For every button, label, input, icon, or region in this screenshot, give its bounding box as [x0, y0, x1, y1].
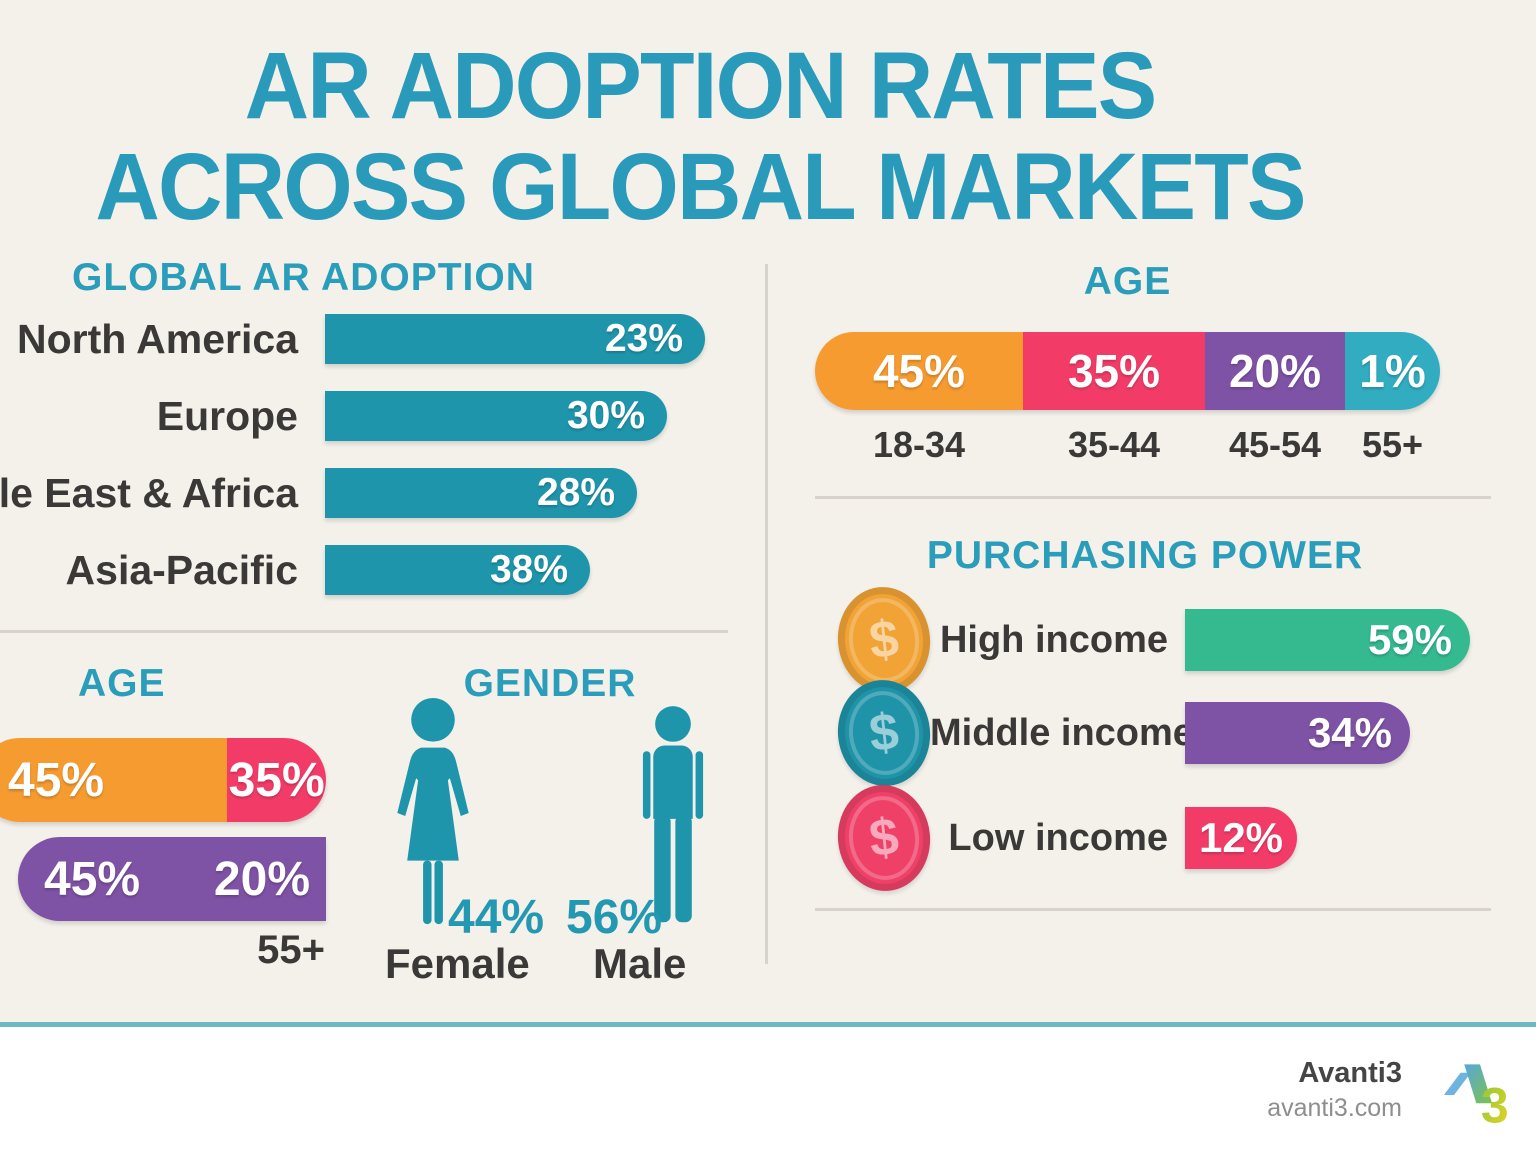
income-bar: 59% [1185, 609, 1470, 671]
age-bottom-value: 20% [213, 852, 310, 906]
region-value: 23% [604, 317, 683, 360]
income-label: High income [939, 618, 1168, 661]
age-segment-35-44: 35% [1023, 332, 1205, 410]
age-segment-value: 1% [1359, 345, 1426, 397]
region-value: 28% [536, 471, 615, 514]
female-icon [397, 697, 469, 925]
male-percentage: 56% [566, 891, 663, 944]
age-segment-value: 20% [1228, 345, 1322, 397]
age-bottom-value: 45% [8, 753, 105, 807]
age-bottom-segment: 35% [227, 738, 326, 822]
region-value: 38% [489, 548, 568, 591]
age-range-label: 55+ [1361, 424, 1424, 465]
income-value: 34% [1307, 709, 1392, 756]
global-adoption-header: GLOBAL AR ADOPTION [72, 256, 535, 299]
page-title-line1: AR ADOPTION RATES [244, 33, 1158, 139]
income-bar: 12% [1185, 807, 1297, 869]
region-bar: 38% [325, 545, 590, 595]
female-percentage: 44% [448, 891, 545, 944]
male-icon [642, 706, 704, 923]
divider-right-lower [815, 908, 1491, 911]
age-header: AGE [1083, 260, 1172, 303]
page-title: AR ADOPTION RATES ACROSS GLOBAL MARKETS [42, 36, 1358, 237]
age-bottom-value: 45% [44, 852, 141, 906]
region-value: 30% [566, 394, 645, 437]
income-value: 12% [1198, 814, 1284, 861]
region-label: Middle East & Africa [0, 469, 298, 516]
age-bottom-value: 35% [228, 753, 325, 807]
purchasing-power-header: PURCHASING POWER [926, 534, 1364, 577]
region-label: Asia-Pacific [65, 546, 298, 593]
svg-text:3: 3 [1481, 1078, 1509, 1132]
gender-header: GENDER [463, 662, 637, 705]
region-label: North America [17, 315, 298, 362]
brand-block: Avanti3 avanti3.com [1267, 1054, 1402, 1124]
male-label: Male [593, 940, 687, 987]
divider-vertical [765, 264, 768, 964]
age-bottom-bar-row2: 45% 20% [18, 837, 326, 921]
region-label: Europe [156, 392, 298, 439]
region-bar: 23% [325, 314, 705, 364]
income-value: 59% [1367, 616, 1452, 663]
age-bottom-bar-row1: 45% 35% [0, 738, 326, 822]
age-segment-45-54: 20% [1205, 332, 1345, 410]
brand-url: avanti3.com [1267, 1094, 1402, 1122]
footer-rule [0, 1022, 1536, 1027]
dollar-coin-icon: $ [832, 675, 936, 791]
region-bar: 30% [325, 391, 667, 441]
dollar-sign: $ [866, 702, 902, 764]
age-segment-value: 45% [872, 345, 966, 397]
dollar-sign: $ [866, 807, 902, 869]
age-range-label: 18-34 [872, 424, 966, 465]
age-range-label: 35-44 [1067, 424, 1161, 465]
income-label: Middle income [930, 711, 1194, 754]
brand-name: Avanti3 [1298, 1057, 1402, 1089]
dollar-coin-icon: $ [832, 780, 936, 896]
age-bottom-footnote: 55+ [257, 928, 325, 972]
age-segment-55plus: 1% [1345, 332, 1440, 410]
table-row: Europe 30% [0, 391, 760, 441]
age-segment-18-34: 45% [815, 332, 1023, 410]
female-label: Female [385, 940, 530, 987]
age-segment-value: 35% [1067, 345, 1161, 397]
footer [0, 1027, 1536, 1154]
table-row: Asia-Pacific 38% [0, 545, 760, 595]
table-row: Middle East & Africa 28% [0, 468, 760, 518]
age-stacked-bar: 45% 35% 20% 1% [815, 332, 1440, 410]
region-bar: 28% [325, 468, 637, 518]
income-label: Low income [948, 816, 1168, 859]
purchasing-row-low: $ Low income 12% [832, 780, 1297, 896]
table-row: North America 23% [0, 314, 760, 364]
age-range-label: 45-54 [1228, 424, 1322, 465]
age-range-labels: 18-34 35-44 45-54 55+ [815, 424, 1440, 466]
divider-left-horizontal [0, 630, 728, 633]
age-bottom-segment: 45% [0, 738, 228, 822]
avanti3-logo-icon: 3 [1443, 1064, 1509, 1132]
purchasing-row-high: $ High income 59% [832, 582, 1470, 698]
global-adoption-chart: North America 23% Europe 30% Middle East… [0, 314, 760, 622]
page-title-line2: ACROSS GLOBAL MARKETS [95, 133, 1306, 240]
purchasing-row-middle: $ Middle income 34% [832, 675, 1410, 791]
divider-right-upper [815, 496, 1491, 499]
age-bottom-header: AGE [78, 662, 166, 705]
income-bar: 34% [1185, 702, 1410, 764]
dollar-sign: $ [866, 609, 902, 671]
